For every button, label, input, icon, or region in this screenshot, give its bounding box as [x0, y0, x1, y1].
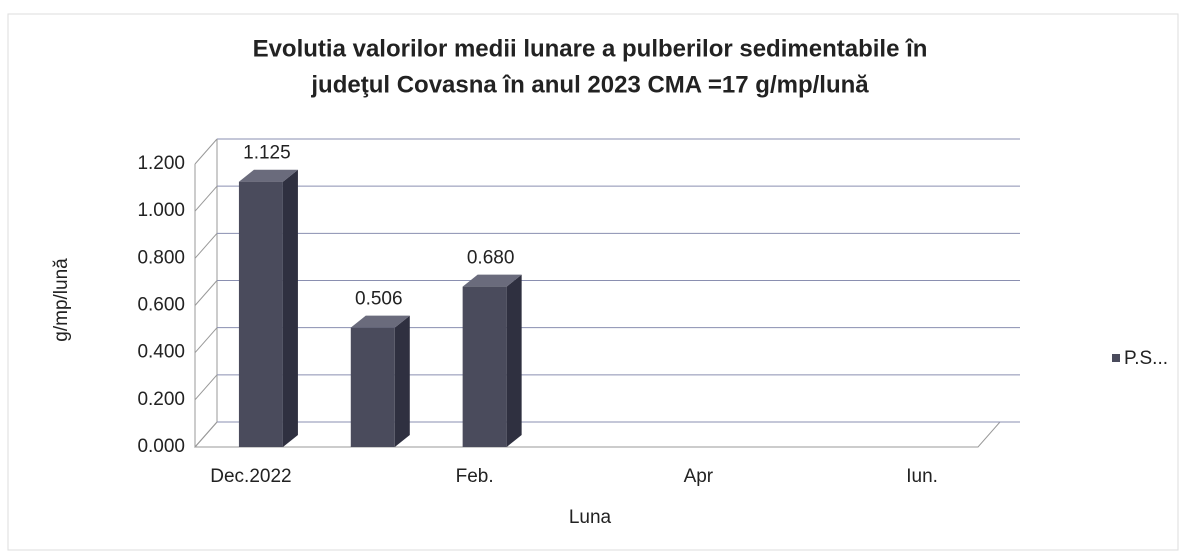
y-tick-label: 0.000 — [137, 436, 185, 457]
y-axis-label: g/mp/lună — [51, 258, 72, 342]
bar — [238, 181, 283, 447]
x-tick-label: Dec.2022 — [210, 466, 291, 487]
y-tick-label: 0.400 — [137, 342, 185, 363]
grid-line-wall — [194, 185, 218, 212]
x-axis-label: Luna — [569, 507, 612, 528]
bar-side — [506, 274, 522, 447]
y-tick-label: 1.200 — [137, 153, 185, 174]
y-tick-label: 0.200 — [137, 389, 185, 410]
grid-line-wall — [194, 138, 218, 165]
grid-line-wall — [194, 327, 218, 353]
x-tick-label: Feb. — [456, 466, 494, 487]
bar-top — [462, 274, 522, 287]
bar — [462, 286, 507, 447]
bar — [350, 327, 395, 447]
legend-label: P.S... — [1124, 348, 1168, 369]
legend-marker — [1112, 354, 1120, 362]
bar-side — [394, 315, 410, 447]
bar-top — [238, 169, 298, 182]
y-tick-label: 0.800 — [137, 247, 185, 268]
grid-line-wall — [194, 374, 218, 401]
chart-frame — [7, 13, 1179, 551]
x-tick-label: Apr — [684, 466, 714, 487]
bar-top — [350, 315, 410, 328]
grid-line-wall — [194, 421, 218, 448]
data-label: 0.680 — [467, 248, 515, 269]
y-tick-label: 1.000 — [137, 200, 185, 221]
data-label: 1.125 — [243, 143, 291, 164]
y-tick-label: 0.600 — [137, 295, 185, 316]
x-tick-label: Iun. — [906, 466, 938, 487]
chart-title: judeţul Covasna în anul 2023 CMA =17 g/m… — [310, 71, 869, 98]
bar-side — [282, 169, 298, 447]
grid-line-wall — [194, 233, 218, 259]
chart-title: Evolutia valorilor medii lunare a pulber… — [253, 35, 928, 62]
grid-line-wall — [194, 280, 218, 306]
data-label: 0.506 — [355, 289, 403, 310]
